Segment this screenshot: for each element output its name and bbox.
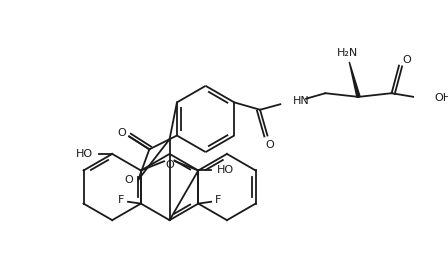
Text: F: F — [117, 195, 124, 205]
Text: O: O — [117, 128, 126, 138]
Text: HO: HO — [76, 149, 93, 159]
Text: F: F — [215, 195, 222, 205]
Text: O: O — [402, 55, 411, 65]
Text: O: O — [265, 140, 274, 150]
Text: O: O — [165, 160, 174, 170]
Text: OH: OH — [434, 93, 448, 103]
Polygon shape — [349, 62, 360, 97]
Text: O: O — [125, 175, 134, 185]
Text: HO: HO — [217, 165, 234, 176]
Text: H₂N: H₂N — [337, 48, 358, 58]
Text: HN: HN — [293, 96, 310, 106]
